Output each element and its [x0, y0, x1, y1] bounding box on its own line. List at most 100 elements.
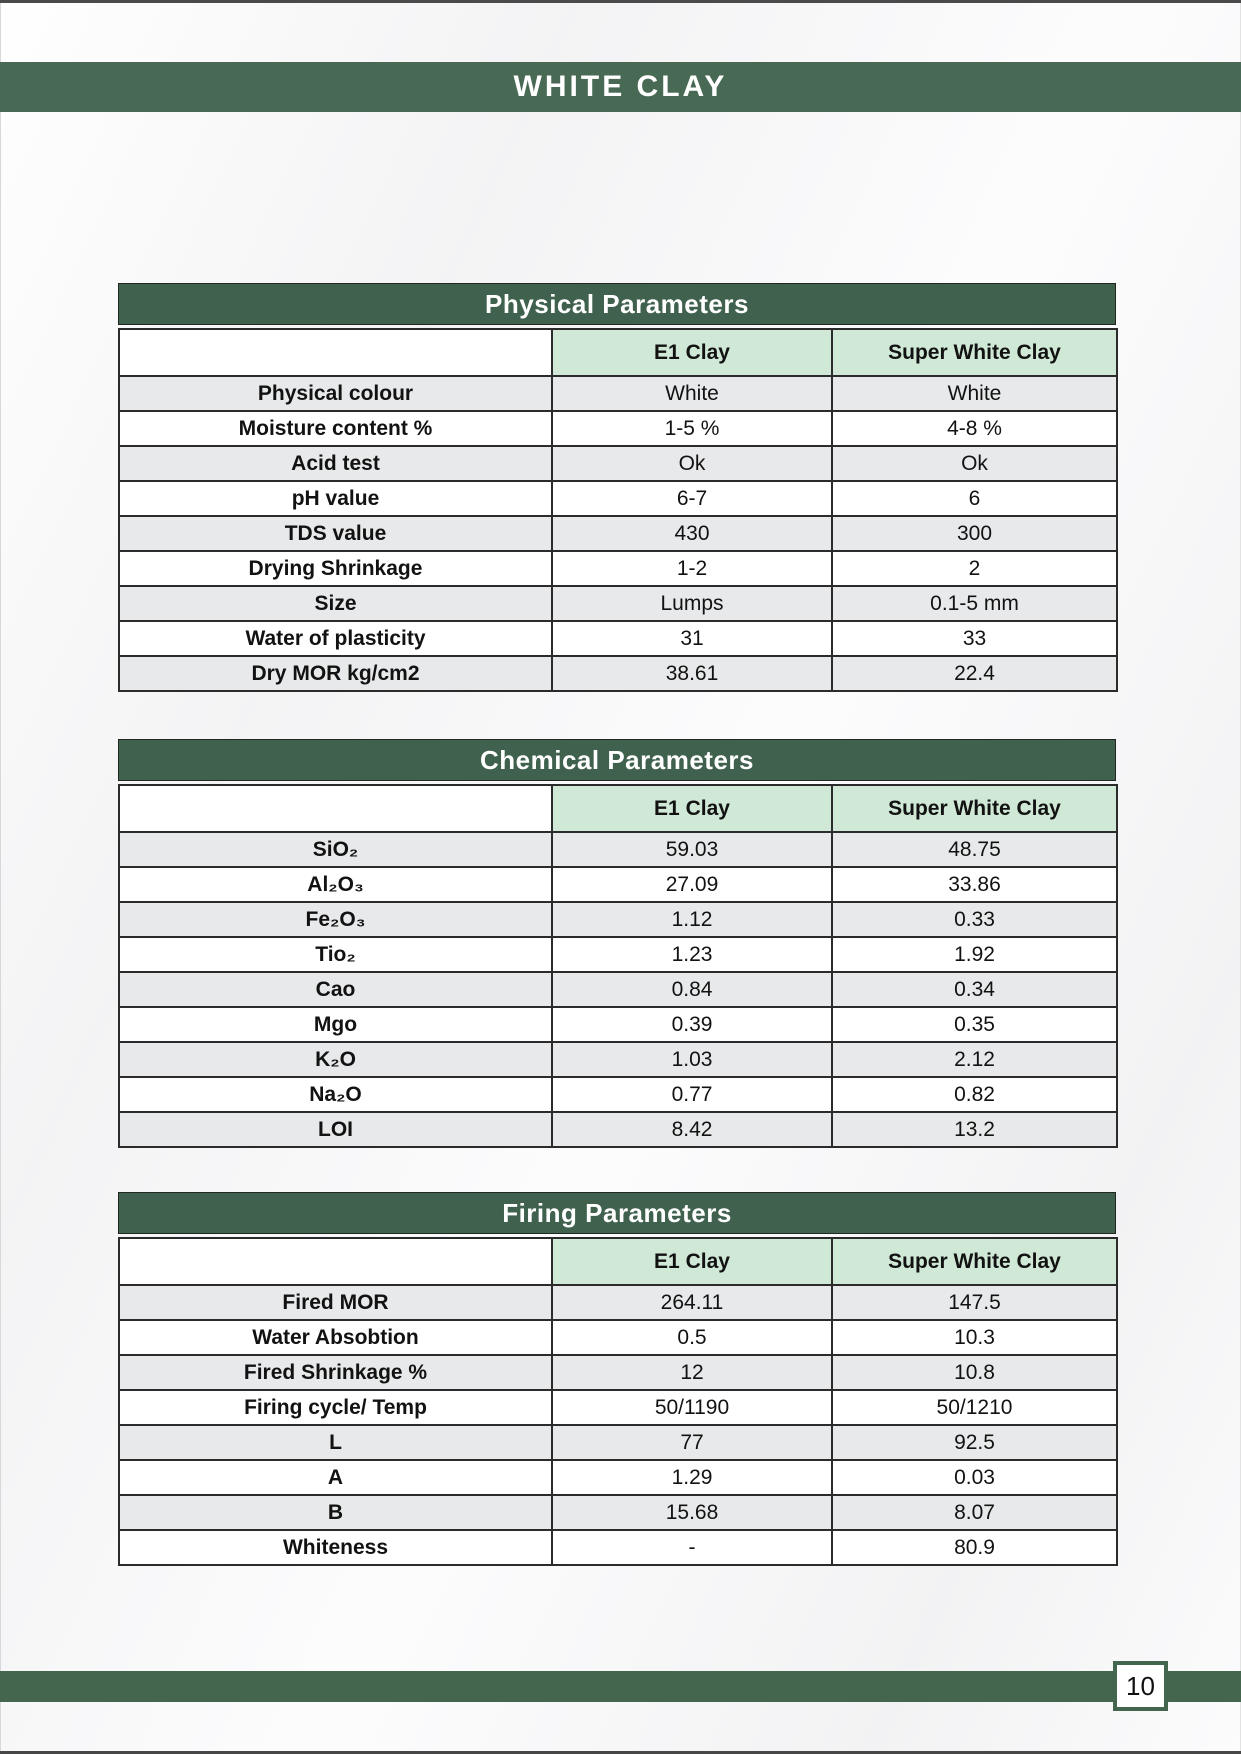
row-value: 27.09	[551, 866, 833, 903]
table-row: Al₂O₃ 27.09 33.86	[118, 866, 1118, 903]
row-value: Lumps	[551, 585, 833, 622]
tables-area: Physical Parameters E1 Clay Super White C…	[118, 283, 1118, 1566]
row-value: -	[551, 1529, 833, 1566]
chemical-column-header-1: E1 Clay	[551, 784, 833, 833]
row-value: 0.34	[831, 971, 1118, 1008]
table-row: Moisture content % 1-5 % 4-8 %	[118, 410, 1118, 447]
physical-corner-cell	[118, 328, 553, 377]
row-label: Size	[118, 585, 553, 622]
row-label: Fired MOR	[118, 1284, 553, 1321]
table-row: Mgo 0.39 0.35	[118, 1006, 1118, 1043]
row-value: 12	[551, 1354, 833, 1391]
table-row: L 77 92.5	[118, 1424, 1118, 1461]
row-value: 33	[831, 620, 1118, 657]
row-value: 0.39	[551, 1006, 833, 1043]
row-value: 1.29	[551, 1459, 833, 1496]
row-value: 0.33	[831, 901, 1118, 938]
row-label: Cao	[118, 971, 553, 1008]
physical-parameters-table: Physical Parameters E1 Clay Super White C…	[118, 283, 1118, 692]
table-row: LOI 8.42 13.2	[118, 1111, 1118, 1148]
row-value: 0.03	[831, 1459, 1118, 1496]
row-label: Mgo	[118, 1006, 553, 1043]
physical-table-body: Physical colour White White Moisture conten…	[118, 375, 1118, 692]
row-value: 264.11	[551, 1284, 833, 1321]
chemical-table-body: SiO₂ 59.03 48.75 Al₂O₃ 27.09 33.86 Fe₂O₃ 1.12 0.…	[118, 831, 1118, 1148]
row-value: 6	[831, 480, 1118, 517]
table-row: Physical colour White White	[118, 375, 1118, 412]
row-value: 50/1190	[551, 1389, 833, 1426]
chemical-table-title: Chemical Parameters	[480, 744, 754, 775]
row-value: 10.3	[831, 1319, 1118, 1356]
table-row: pH value 6-7 6	[118, 480, 1118, 517]
physical-table: E1 Clay Super White Clay Physical colour W…	[118, 328, 1118, 692]
row-value: 0.84	[551, 971, 833, 1008]
row-value: 6-7	[551, 480, 833, 517]
physical-table-head: E1 Clay Super White Clay	[118, 328, 1118, 377]
table-row: Size Lumps 0.1-5 mm	[118, 585, 1118, 622]
page-number-box: 10	[1113, 1661, 1168, 1711]
row-value: 10.8	[831, 1354, 1118, 1391]
physical-column-header-1: E1 Clay	[551, 328, 833, 377]
row-label: LOI	[118, 1111, 553, 1148]
row-value: 59.03	[551, 831, 833, 868]
page-top-border	[0, 0, 1241, 3]
row-value: 300	[831, 515, 1118, 552]
page-number: 10	[1126, 1670, 1155, 1701]
row-label: Al₂O₃	[118, 866, 553, 903]
row-value: 77	[551, 1424, 833, 1461]
row-label: Fe₂O₃	[118, 901, 553, 938]
table-row: B 15.68 8.07	[118, 1494, 1118, 1531]
physical-column-header-2: Super White Clay	[831, 328, 1118, 377]
row-label: Water Absobtion	[118, 1319, 553, 1356]
row-value: 8.07	[831, 1494, 1118, 1531]
row-value: 48.75	[831, 831, 1118, 868]
row-value: 0.77	[551, 1076, 833, 1113]
table-row: Water of plasticity 31 33	[118, 620, 1118, 657]
firing-column-header-2: Super White Clay	[831, 1237, 1118, 1286]
row-value: 31	[551, 620, 833, 657]
physical-table-title-bar: Physical Parameters	[118, 283, 1116, 325]
table-row: Dry MOR kg/cm2 38.61 22.4	[118, 655, 1118, 692]
row-value: 1.23	[551, 936, 833, 973]
row-label: Fired Shrinkage %	[118, 1354, 553, 1391]
table-row: Fired Shrinkage % 12 10.8	[118, 1354, 1118, 1391]
row-value: Ok	[551, 445, 833, 482]
row-value: 0.35	[831, 1006, 1118, 1043]
row-label: Na₂O	[118, 1076, 553, 1113]
row-label: SiO₂	[118, 831, 553, 868]
chemical-parameters-table: Chemical Parameters E1 Clay Super White C…	[118, 739, 1118, 1148]
chemical-header-row: E1 Clay Super White Clay	[118, 784, 1118, 833]
row-value: 1-5 %	[551, 410, 833, 447]
row-value: 0.1-5 mm	[831, 585, 1118, 622]
row-value: 15.68	[551, 1494, 833, 1531]
row-value: 92.5	[831, 1424, 1118, 1461]
table-row: A 1.29 0.03	[118, 1459, 1118, 1496]
row-value: 13.2	[831, 1111, 1118, 1148]
row-value: 430	[551, 515, 833, 552]
table-row: TDS value 430 300	[118, 515, 1118, 552]
table-row: Fired MOR 264.11 147.5	[118, 1284, 1118, 1321]
row-label: L	[118, 1424, 553, 1461]
firing-corner-cell	[118, 1237, 553, 1286]
row-label: Physical colour	[118, 375, 553, 412]
row-label: Whiteness	[118, 1529, 553, 1566]
chemical-table: E1 Clay Super White Clay SiO₂ 59.03 48.75 Al…	[118, 784, 1118, 1148]
row-value: 147.5	[831, 1284, 1118, 1321]
chemical-column-header-2: Super White Clay	[831, 784, 1118, 833]
table-row: Water Absobtion 0.5 10.3	[118, 1319, 1118, 1356]
row-label: Acid test	[118, 445, 553, 482]
table-row: Acid test Ok Ok	[118, 445, 1118, 482]
firing-table-title-bar: Firing Parameters	[118, 1192, 1116, 1234]
row-value: 22.4	[831, 655, 1118, 692]
row-label: Water of plasticity	[118, 620, 553, 657]
row-value: 38.61	[551, 655, 833, 692]
row-value: 1-2	[551, 550, 833, 587]
row-value: 8.42	[551, 1111, 833, 1148]
row-label: B	[118, 1494, 553, 1531]
row-label: Moisture content %	[118, 410, 553, 447]
page-title: WHITE CLAY	[513, 70, 728, 103]
chemical-table-title-bar: Chemical Parameters	[118, 739, 1116, 781]
table-row: Fe₂O₃ 1.12 0.33	[118, 901, 1118, 938]
row-value: 0.82	[831, 1076, 1118, 1113]
